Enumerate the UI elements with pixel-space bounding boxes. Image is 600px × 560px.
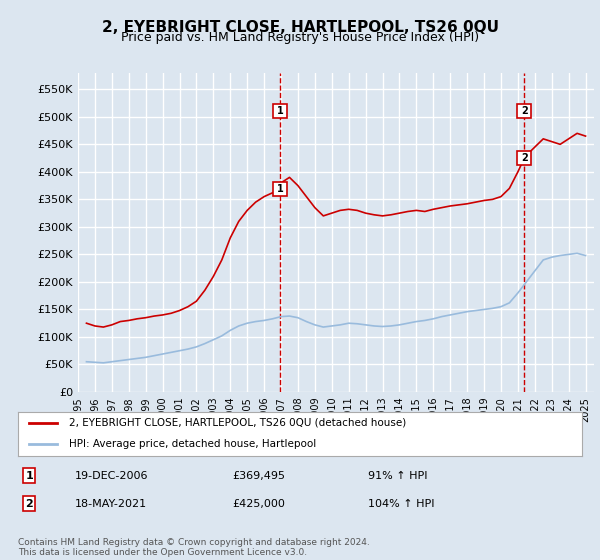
- Text: 2: 2: [521, 153, 527, 163]
- Text: Contains HM Land Registry data © Crown copyright and database right 2024.
This d: Contains HM Land Registry data © Crown c…: [18, 538, 370, 557]
- Text: 1: 1: [25, 470, 33, 480]
- Text: £425,000: £425,000: [232, 498, 285, 508]
- Text: 2: 2: [25, 498, 33, 508]
- Text: Price paid vs. HM Land Registry's House Price Index (HPI): Price paid vs. HM Land Registry's House …: [121, 31, 479, 44]
- Text: 2, EYEBRIGHT CLOSE, HARTLEPOOL, TS26 0QU (detached house): 2, EYEBRIGHT CLOSE, HARTLEPOOL, TS26 0QU…: [69, 418, 406, 428]
- Text: 1: 1: [277, 184, 284, 194]
- Text: 2, EYEBRIGHT CLOSE, HARTLEPOOL, TS26 0QU: 2, EYEBRIGHT CLOSE, HARTLEPOOL, TS26 0QU: [101, 20, 499, 35]
- Text: 2: 2: [521, 106, 527, 116]
- Text: £369,495: £369,495: [232, 470, 286, 480]
- Text: HPI: Average price, detached house, Hartlepool: HPI: Average price, detached house, Hart…: [69, 439, 316, 449]
- Text: 104% ↑ HPI: 104% ↑ HPI: [368, 498, 434, 508]
- Text: 19-DEC-2006: 19-DEC-2006: [74, 470, 148, 480]
- Text: 91% ↑ HPI: 91% ↑ HPI: [368, 470, 427, 480]
- Text: 1: 1: [277, 106, 284, 116]
- Text: 18-MAY-2021: 18-MAY-2021: [74, 498, 146, 508]
